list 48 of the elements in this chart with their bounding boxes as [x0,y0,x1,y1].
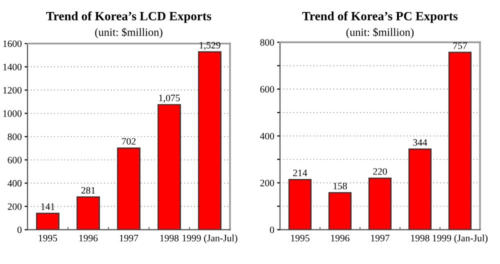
y-tick-label: 1200 [3,87,22,94]
bar [117,147,140,230]
y-tick-label: 800 [260,39,274,46]
x-tick-label: 1996 [79,234,98,242]
y-tick-label: 0 [270,226,274,234]
y-tick-label: 200 [8,203,22,210]
x-tick-label: 1997 [371,234,390,242]
data-label: 220 [373,168,387,175]
bar [76,196,100,230]
bar [158,104,181,230]
x-tick-label: 1998 [160,234,179,242]
y-tick-label: 1600 [3,40,22,48]
x-tick-label: 1996 [331,234,350,242]
bar [368,178,392,230]
bar [448,52,472,230]
y-tick-label: 600 [260,86,274,93]
bar [288,178,312,230]
x-tick-label: 1998 [411,234,430,242]
chart-title: Trend of Korea’s LCD Exports [46,11,212,23]
x-tick-label: 1999 (Jan-Jul) [182,234,238,244]
bar [36,212,60,230]
bar [328,192,352,230]
y-tick-label: 1000 [3,110,22,117]
y-tick-label: 0 [17,226,22,234]
chart-title: Trend of Korea’s PC Exports [302,11,458,23]
data-label: 281 [81,187,95,194]
bar [408,148,432,230]
data-label: 1,529 [200,42,220,50]
y-tick-label: 200 [260,180,274,186]
data-label: 757 [453,42,468,49]
x-tick-label: 1997 [120,234,138,242]
data-label: 141 [41,203,54,210]
y-tick-label: 400 [8,180,22,187]
chart-subtitle: (unit: $million) [95,28,162,38]
y-tick-label: 1400 [3,64,22,70]
y-tick-label: 800 [8,134,22,140]
data-label: 1,075 [159,94,180,103]
chart-subtitle: (unit: $million) [346,28,414,38]
data-label: 158 [334,182,347,190]
x-tick-label: 1995 [38,234,58,242]
bar [198,51,222,230]
data-label: 702 [122,138,136,145]
x-tick-label: 1995 [291,234,310,242]
x-tick-label: 1999 (Jan-Jul) [432,234,488,244]
y-tick-label: 600 [8,156,22,164]
data-label: 344 [413,139,428,146]
data-label: 214 [293,170,308,176]
y-tick-label: 400 [260,132,274,140]
